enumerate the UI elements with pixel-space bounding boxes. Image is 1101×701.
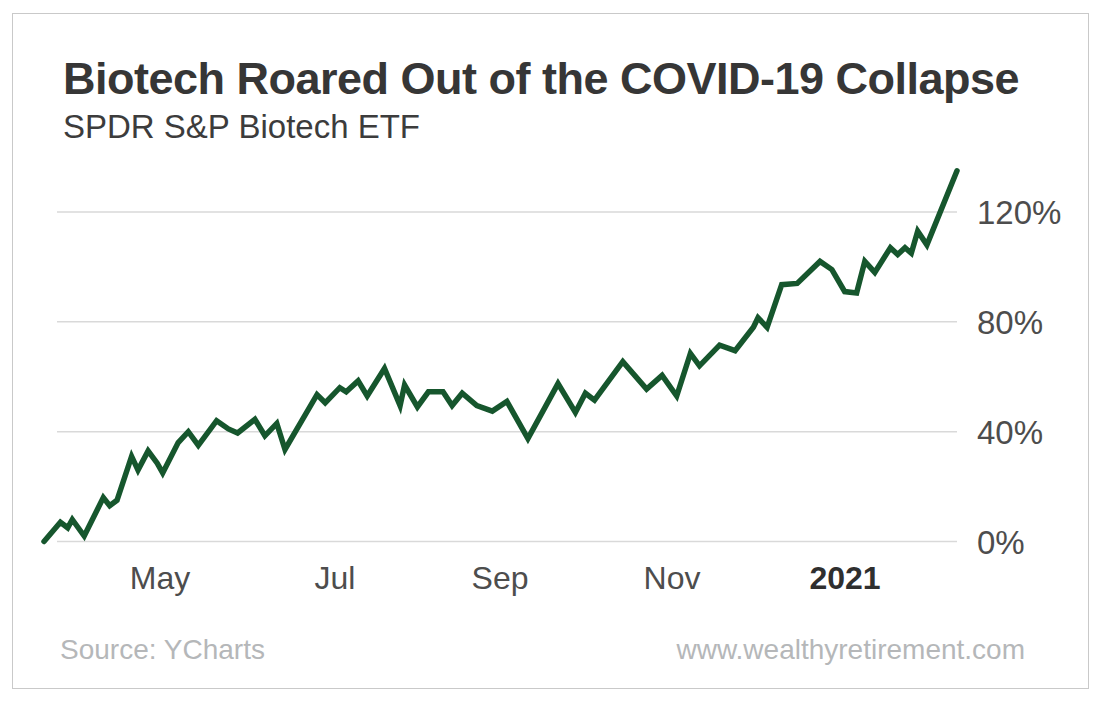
price-line (44, 171, 957, 542)
x-axis-label-jul: Jul (315, 562, 356, 594)
chart-image: Biotech Roared Out of the COVID-19 Colla… (0, 0, 1101, 701)
y-axis-label-120: 120% (977, 196, 1061, 229)
x-axis-label-may: May (130, 562, 190, 594)
y-axis-label-80: 80% (977, 306, 1043, 339)
x-axis-label-sep: Sep (472, 562, 529, 594)
x-axis-label-nov: Nov (644, 562, 701, 594)
y-axis-label-0: 0% (977, 526, 1025, 559)
source-credit: Source: YCharts (60, 636, 265, 664)
x-axis-label-2021: 2021 (809, 562, 880, 594)
y-axis-label-40: 40% (977, 416, 1043, 449)
website-credit: www.wealthyretirement.com (676, 636, 1025, 664)
